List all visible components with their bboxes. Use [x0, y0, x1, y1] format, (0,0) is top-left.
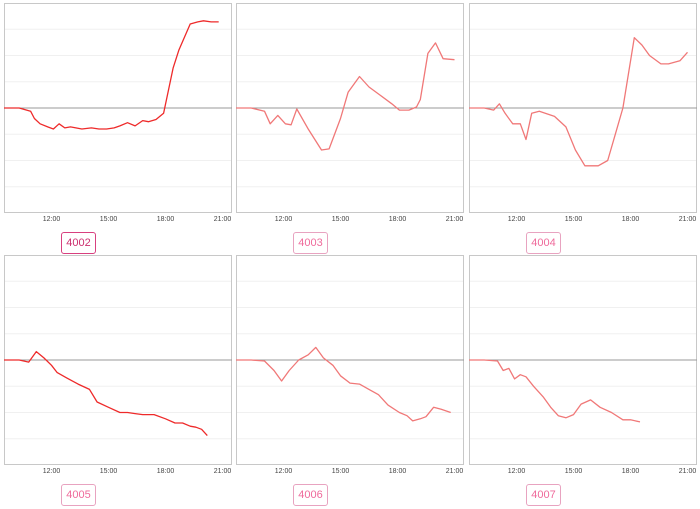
series-line [236, 42, 455, 151]
chart-panel-4002: 12:00 15:00 18:00 21:00 4002 [4, 3, 232, 255]
series-line [469, 37, 688, 167]
x-tick-label: 21:00 [679, 468, 697, 475]
chart-svg: 12:00 15:00 18:00 21:00 [4, 255, 232, 475]
x-tick-label: 12:00 [508, 216, 526, 223]
x-tick-label: 12:00 [43, 468, 61, 475]
chart-panel-4003: 12:00 15:00 18:00 21:00 4003 [236, 3, 464, 255]
x-tick-label: 15:00 [100, 468, 118, 475]
chart-svg: 12:00 15:00 18:00 21:00 [469, 3, 697, 223]
chart-panel-4005: 12:00 15:00 18:00 21:00 4005 [4, 255, 232, 507]
x-tick-label: 18:00 [389, 216, 407, 223]
chart-panel-4004: 12:00 15:00 18:00 21:00 4004 [469, 3, 697, 255]
chart-svg: 12:00 15:00 18:00 21:00 [236, 3, 464, 223]
series-badge[interactable]: 4005 [61, 484, 96, 506]
series-badge[interactable]: 4002 [61, 232, 96, 254]
chart-svg: 12:00 15:00 18:00 21:00 [469, 255, 697, 475]
chart-svg: 12:00 15:00 18:00 21:00 [4, 3, 232, 223]
x-tick-label: 18:00 [622, 468, 640, 475]
series-badge[interactable]: 4003 [293, 232, 328, 254]
series-line [4, 350, 208, 437]
x-tick-label: 12:00 [508, 468, 526, 475]
x-tick-label: 18:00 [157, 468, 175, 475]
chart-svg: 12:00 15:00 18:00 21:00 [236, 255, 464, 475]
x-tick-label: 18:00 [622, 216, 640, 223]
x-tick-label: 12:00 [43, 216, 61, 223]
x-tick-label: 21:00 [214, 468, 232, 475]
x-tick-label: 15:00 [565, 216, 583, 223]
series-badge[interactable]: 4006 [293, 484, 328, 506]
x-tick-label: 15:00 [332, 216, 350, 223]
x-tick-label: 18:00 [389, 468, 407, 475]
series-line [236, 346, 451, 422]
x-tick-label: 15:00 [100, 216, 118, 223]
x-tick-label: 21:00 [446, 216, 464, 223]
series-line [469, 359, 641, 423]
x-tick-label: 21:00 [214, 216, 232, 223]
series-line [4, 20, 219, 130]
x-tick-label: 15:00 [332, 468, 350, 475]
x-tick-label: 12:00 [275, 468, 293, 475]
x-tick-label: 12:00 [275, 216, 293, 223]
x-tick-label: 21:00 [446, 468, 464, 475]
x-tick-label: 15:00 [565, 468, 583, 475]
x-tick-label: 21:00 [679, 216, 697, 223]
x-tick-label: 18:00 [157, 216, 175, 223]
chart-panel-4007: 12:00 15:00 18:00 21:00 4007 [469, 255, 697, 507]
chart-panel-4006: 12:00 15:00 18:00 21:00 4006 [236, 255, 464, 507]
series-badge[interactable]: 4007 [526, 484, 561, 506]
series-badge[interactable]: 4004 [526, 232, 561, 254]
